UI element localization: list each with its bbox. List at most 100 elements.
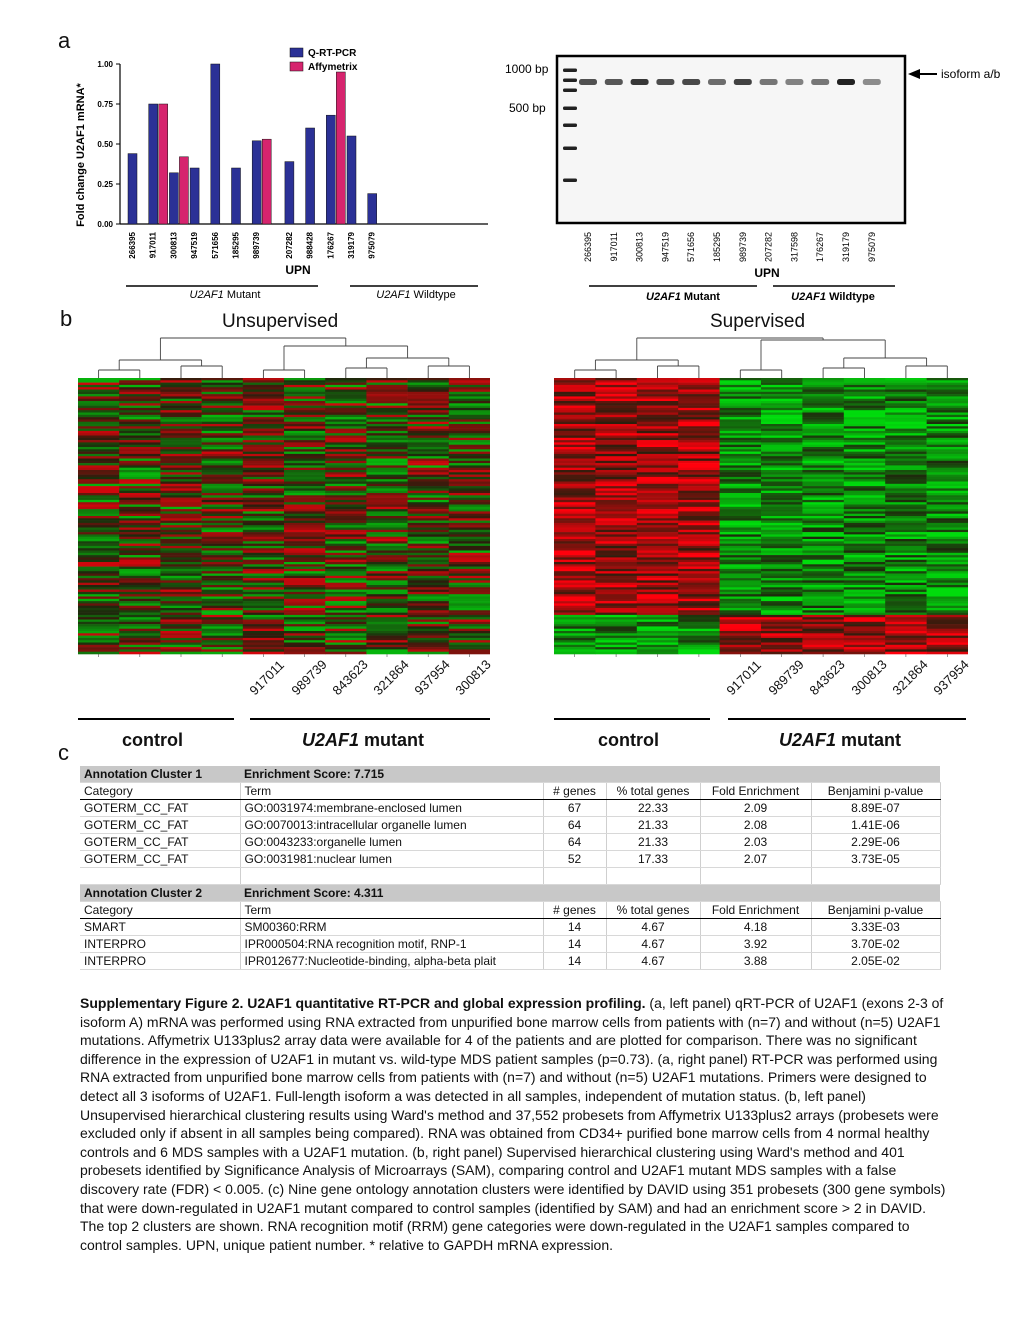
table-cell: 2.07 [700,850,812,868]
table-cell: GO:0031974:membrane-enclosed lumen [240,799,544,817]
gel-band-185295 [708,79,726,85]
table-cell: GOTERM_CC_FAT [80,850,241,868]
unsup-sample-label: 989739 [287,656,330,698]
figure-caption: Supplementary Figure 2. U2AF1 quantitati… [80,994,950,1254]
x-tick-label: 917011 [149,231,158,258]
table-row [80,867,941,885]
supervised-heatmap [554,337,968,657]
unsup-sample-label: 843623 [329,656,371,698]
lane-label: 975079 [867,232,877,262]
table-cell [700,766,811,783]
bar-qrtpcr-266395 [127,153,138,225]
unsup-sample-label: 917011 [246,657,288,698]
bar-qrtpcr-975079 [367,193,377,225]
unsupervised-title: Unsupervised [222,311,339,332]
ladder-band [563,123,577,127]
table-cell: 3.92 [700,935,812,953]
table-cell: 2.09 [700,799,812,817]
table-cell: 3.88 [700,952,812,970]
lane-label: 176267 [815,232,825,262]
table-cell: Term [240,901,544,919]
gel-mutant-label: U2AF1 Mutant [646,291,720,303]
gel-band-947519 [656,79,675,85]
marker-500bp: 500 bp [509,101,546,115]
x-tick-label: 176267 [326,231,335,258]
caption-title: Supplementary Figure 2. U2AF1 quantitati… [80,995,646,1011]
legend-entry: Affymetrix [308,62,358,73]
mutant-group-label: U2AF1 Mutant [190,289,261,301]
table-cell: 2.29E-06 [811,833,941,851]
table-cell [543,867,607,885]
table-cell: Term [240,782,544,800]
x-tick-label: 300813 [169,231,178,258]
gel-band-317598 [785,79,804,85]
gel-image: 1000 bp 500 bp isoform a/b 266395 917011 3… [505,54,1001,303]
x-tick-label: 975079 [368,231,377,258]
table-cell: Benjamini p-value [811,901,941,919]
bar-qrtpcr-185295 [231,167,241,225]
table-cell [606,884,700,902]
table-cell: 4.67 [606,935,701,953]
lane-label: 185295 [712,232,722,262]
table-cell: GOTERM_CC_FAT [80,816,241,834]
table-cell: 14 [543,935,607,953]
table-cell [240,867,544,885]
enrichment-table: Annotation Cluster 1 Enrichment Score: 7.… [80,766,941,970]
table-cell: 14 [543,952,607,970]
table-cell: # genes [543,901,607,919]
table-cell: 64 [543,833,607,851]
gel-band-207282 [759,79,778,85]
caption-body: (a, left panel) qRT-PCR of U2AF1 (exons … [80,995,946,1253]
table-cell: 4.18 [700,918,812,936]
table-cell: SMART [80,918,241,936]
table-cell [606,867,701,885]
x-tick-label: 319179 [347,231,356,258]
column-header-row: Category Term # genes% total genes Fold Enr… [80,782,941,800]
sup-sample-label: 843623 [806,656,848,698]
sup-control-label: control [598,730,659,750]
bar-chart: Fold change U2AF1 mRNA* 0.00 0.25 0.50 0.75… [75,47,488,301]
table-cell: GO:0043233:organelle lumen [240,833,544,851]
sup-sample-label: 937954 [930,656,972,698]
table-cell [80,867,241,885]
bar-affymetrix-300813 [179,156,189,225]
y-tick-label: 0.00 [97,220,113,229]
table-cell [700,867,812,885]
legend-swatch [289,47,304,58]
bar-qrtpcr-207282 [284,161,295,225]
bar-qrtpcr-300813 [169,172,179,225]
table-cell: 4.67 [606,918,701,936]
table-cell: Fold Enrichment [700,782,812,800]
y-tick-label: 0.75 [97,100,113,109]
sup-mutant-label: U2AF1 mutant [779,730,902,750]
bar-qrtpcr-571656 [210,63,221,225]
table-cell [700,884,811,902]
gel-band-319179 [837,79,855,85]
cluster-header-row: Annotation Cluster 2 Enrichment Score: 4.… [80,884,940,902]
table-cell: 2.08 [700,816,812,834]
y-tick-label: 0.25 [97,180,113,189]
x-tick-label: 947519 [190,231,199,258]
table-cell: 2.05E-02 [811,952,941,970]
gel-band-571656 [682,79,701,85]
wildtype-group-label: U2AF1 Wildtype [376,289,456,301]
ladder-band [563,178,577,182]
gel-band-917011 [604,79,623,85]
table-cell: Category [80,782,241,800]
sup-mutant-line [728,718,966,720]
table-cell: 3.33E-03 [811,918,941,936]
unsup-control-label: control [122,730,183,750]
table-cell: INTERPRO [80,935,241,953]
heatmap-cells [554,378,968,655]
bar-affymetrix-917011 [158,103,168,225]
unsup-control-line [78,718,234,720]
gel-band-975079 [862,79,881,85]
ladder-band [563,146,577,150]
table-cell: 17.33 [606,850,701,868]
x-tick-label: 989739 [252,231,261,258]
ladder-band [563,78,577,82]
y-tick-label: 1.00 [97,60,113,69]
table-row: INTERPRO IPR000504:RNA recognition motif,… [80,935,941,953]
ladder-band [563,106,577,110]
gel-wildtype-label: U2AF1 Wildtype [791,291,875,303]
